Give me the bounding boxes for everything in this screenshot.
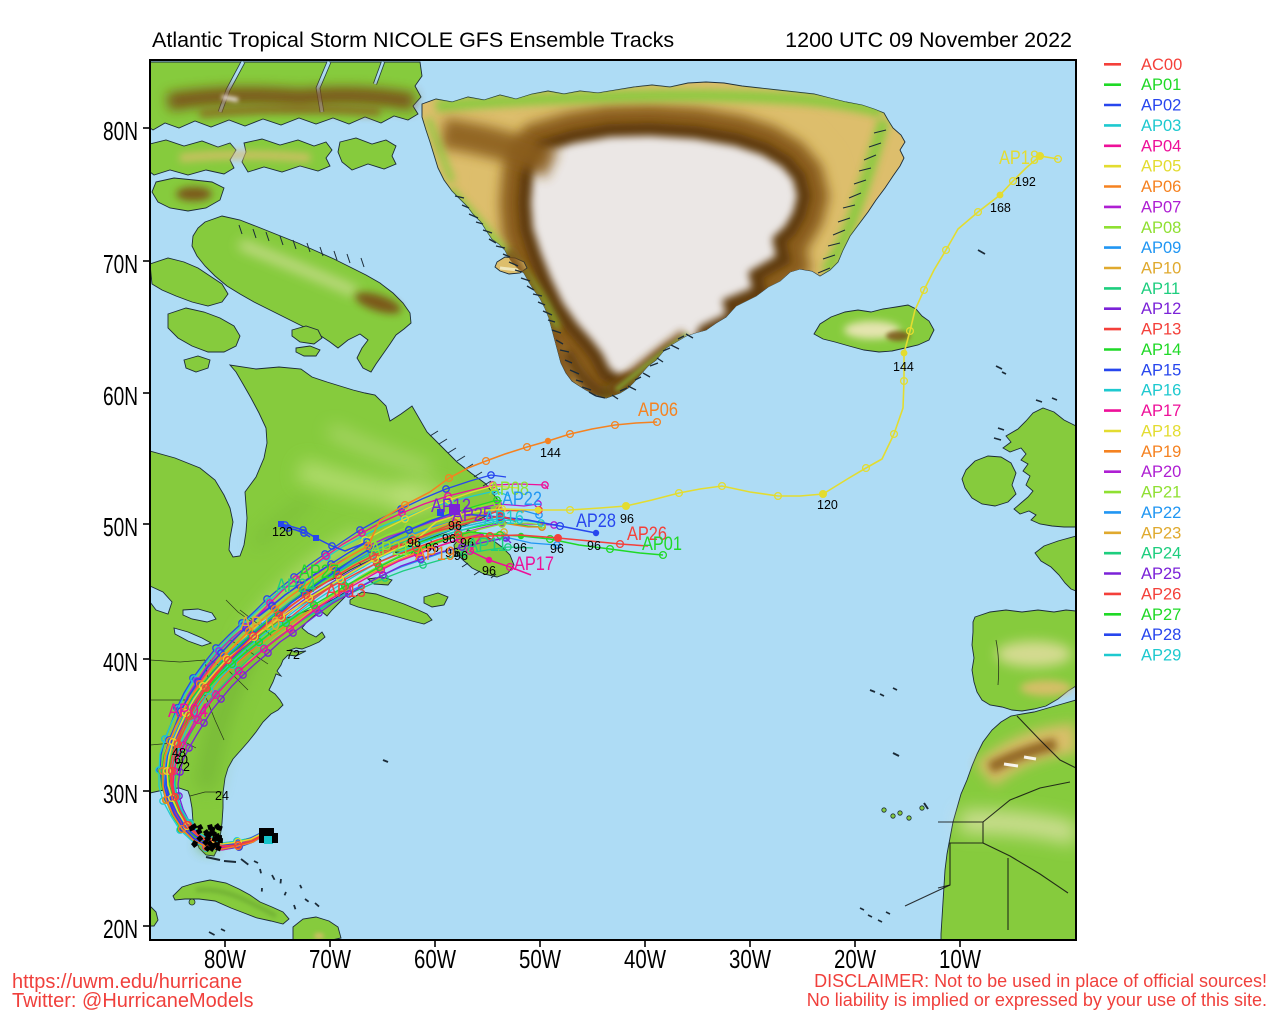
- svg-text:Twitter: @HurricaneModels: Twitter: @HurricaneModels: [12, 990, 253, 1012]
- svg-text:AC00: AC00: [1141, 56, 1182, 74]
- svg-text:AP15: AP15: [1141, 361, 1181, 379]
- svg-text:AP07: AP07: [1141, 198, 1181, 216]
- svg-text:AP28: AP28: [576, 511, 616, 532]
- svg-text:70W: 70W: [309, 944, 351, 974]
- svg-text:AP18: AP18: [999, 148, 1039, 169]
- svg-text:AP27: AP27: [1141, 606, 1181, 624]
- svg-text:72: 72: [286, 648, 300, 662]
- svg-text:168: 168: [990, 201, 1011, 215]
- svg-text:10W: 10W: [939, 944, 981, 974]
- svg-text:20W: 20W: [834, 944, 876, 974]
- svg-text:AP26: AP26: [627, 524, 667, 545]
- svg-text:AP06: AP06: [1141, 178, 1181, 196]
- svg-text:AP19: AP19: [1141, 443, 1181, 461]
- svg-text:144: 144: [540, 446, 561, 460]
- svg-text:20N: 20N: [103, 914, 138, 944]
- svg-text:AP08: AP08: [1141, 219, 1181, 237]
- svg-text:60: 60: [174, 753, 188, 767]
- svg-text:AP29: AP29: [1141, 647, 1181, 665]
- svg-text:96: 96: [482, 564, 496, 578]
- svg-text:96: 96: [442, 532, 456, 546]
- svg-text:AP14: AP14: [1141, 341, 1181, 359]
- svg-text:AP16: AP16: [1141, 382, 1181, 400]
- svg-text:40W: 40W: [624, 944, 666, 974]
- svg-text:120: 120: [817, 498, 838, 512]
- svg-text:96: 96: [407, 536, 421, 550]
- svg-text:AP19: AP19: [415, 544, 455, 565]
- svg-text:96: 96: [620, 512, 634, 526]
- svg-text:AP20: AP20: [1141, 463, 1181, 481]
- svg-text:AP16: AP16: [484, 508, 524, 529]
- svg-text:AP11: AP11: [1141, 280, 1180, 298]
- svg-text:AP08: AP08: [489, 479, 529, 500]
- svg-text:AP12: AP12: [431, 496, 471, 517]
- svg-text:144: 144: [893, 360, 914, 374]
- svg-text:AP01: AP01: [1141, 76, 1181, 94]
- svg-text:1200 UTC 09 November 2022: 1200 UTC 09 November 2022: [785, 28, 1072, 52]
- svg-text:96: 96: [448, 519, 462, 533]
- svg-text:96: 96: [513, 541, 527, 555]
- svg-text:96: 96: [550, 542, 564, 556]
- svg-text:120: 120: [272, 525, 293, 539]
- svg-text:AP24: AP24: [276, 576, 316, 597]
- svg-text:AP06: AP06: [638, 400, 678, 421]
- svg-text:AP17: AP17: [1141, 402, 1181, 420]
- svg-text:40N: 40N: [103, 647, 138, 677]
- svg-text:192: 192: [1015, 175, 1036, 189]
- svg-text:AP13: AP13: [326, 581, 366, 602]
- svg-text:50N: 50N: [103, 512, 138, 542]
- svg-text:AP18: AP18: [1141, 423, 1181, 441]
- svg-text:50W: 50W: [519, 944, 561, 974]
- svg-text:AP01: AP01: [642, 534, 682, 555]
- svg-text:AP25: AP25: [452, 505, 492, 526]
- svg-text:96: 96: [454, 549, 468, 563]
- svg-text:AP25: AP25: [1141, 565, 1181, 583]
- svg-text:AP03: AP03: [1141, 117, 1181, 135]
- svg-text:24: 24: [215, 789, 229, 803]
- svg-text:AP12: AP12: [1141, 300, 1181, 318]
- svg-text:AP04: AP04: [168, 701, 208, 722]
- svg-text:AP04: AP04: [1141, 137, 1181, 155]
- svg-text:AP23: AP23: [1141, 524, 1181, 542]
- svg-text:30N: 30N: [103, 779, 138, 809]
- svg-text:AP27: AP27: [299, 562, 339, 583]
- svg-text:70N: 70N: [103, 249, 138, 279]
- svg-text:80W: 80W: [204, 944, 246, 974]
- svg-text:48: 48: [172, 746, 186, 760]
- svg-text:AP11: AP11: [467, 535, 507, 556]
- svg-text:DISCLAIMER: Not to be used in: DISCLAIMER: Not to be used in place of o…: [814, 971, 1267, 991]
- svg-text:AP09: AP09: [1141, 239, 1181, 257]
- svg-text:AP26: AP26: [1141, 585, 1181, 603]
- svg-text:96: 96: [425, 541, 439, 555]
- svg-text:No liability is implied or exp: No liability is implied or expressed by …: [807, 990, 1267, 1010]
- svg-text:AP21: AP21: [370, 539, 410, 560]
- svg-text:AP24: AP24: [1141, 545, 1181, 563]
- svg-text:60W: 60W: [414, 944, 456, 974]
- svg-text:AP17: AP17: [514, 554, 554, 575]
- svg-text:60N: 60N: [103, 381, 138, 411]
- svg-text:72: 72: [176, 760, 190, 774]
- svg-text:80N: 80N: [103, 116, 138, 146]
- svg-text:AP02: AP02: [1141, 97, 1181, 115]
- svg-text:96: 96: [460, 536, 474, 550]
- svg-text:AP22: AP22: [1141, 504, 1181, 522]
- svg-text:AP21: AP21: [1141, 484, 1181, 502]
- svg-text:AP28: AP28: [1141, 626, 1181, 644]
- svg-text:AP10: AP10: [240, 614, 280, 635]
- svg-text:AP22: AP22: [502, 489, 542, 510]
- svg-text:AP05: AP05: [1141, 158, 1181, 176]
- svg-text:AP10: AP10: [1141, 260, 1181, 278]
- svg-text:30W: 30W: [729, 944, 771, 974]
- svg-text:96: 96: [587, 539, 601, 553]
- svg-text:Atlantic Tropical Storm NICOLE: Atlantic Tropical Storm NICOLE GFS Ensem…: [152, 28, 674, 52]
- svg-text:AP13: AP13: [1141, 321, 1181, 339]
- svg-text:https://uwm.edu/hurricane: https://uwm.edu/hurricane: [12, 971, 242, 993]
- svg-text:96: 96: [445, 546, 459, 560]
